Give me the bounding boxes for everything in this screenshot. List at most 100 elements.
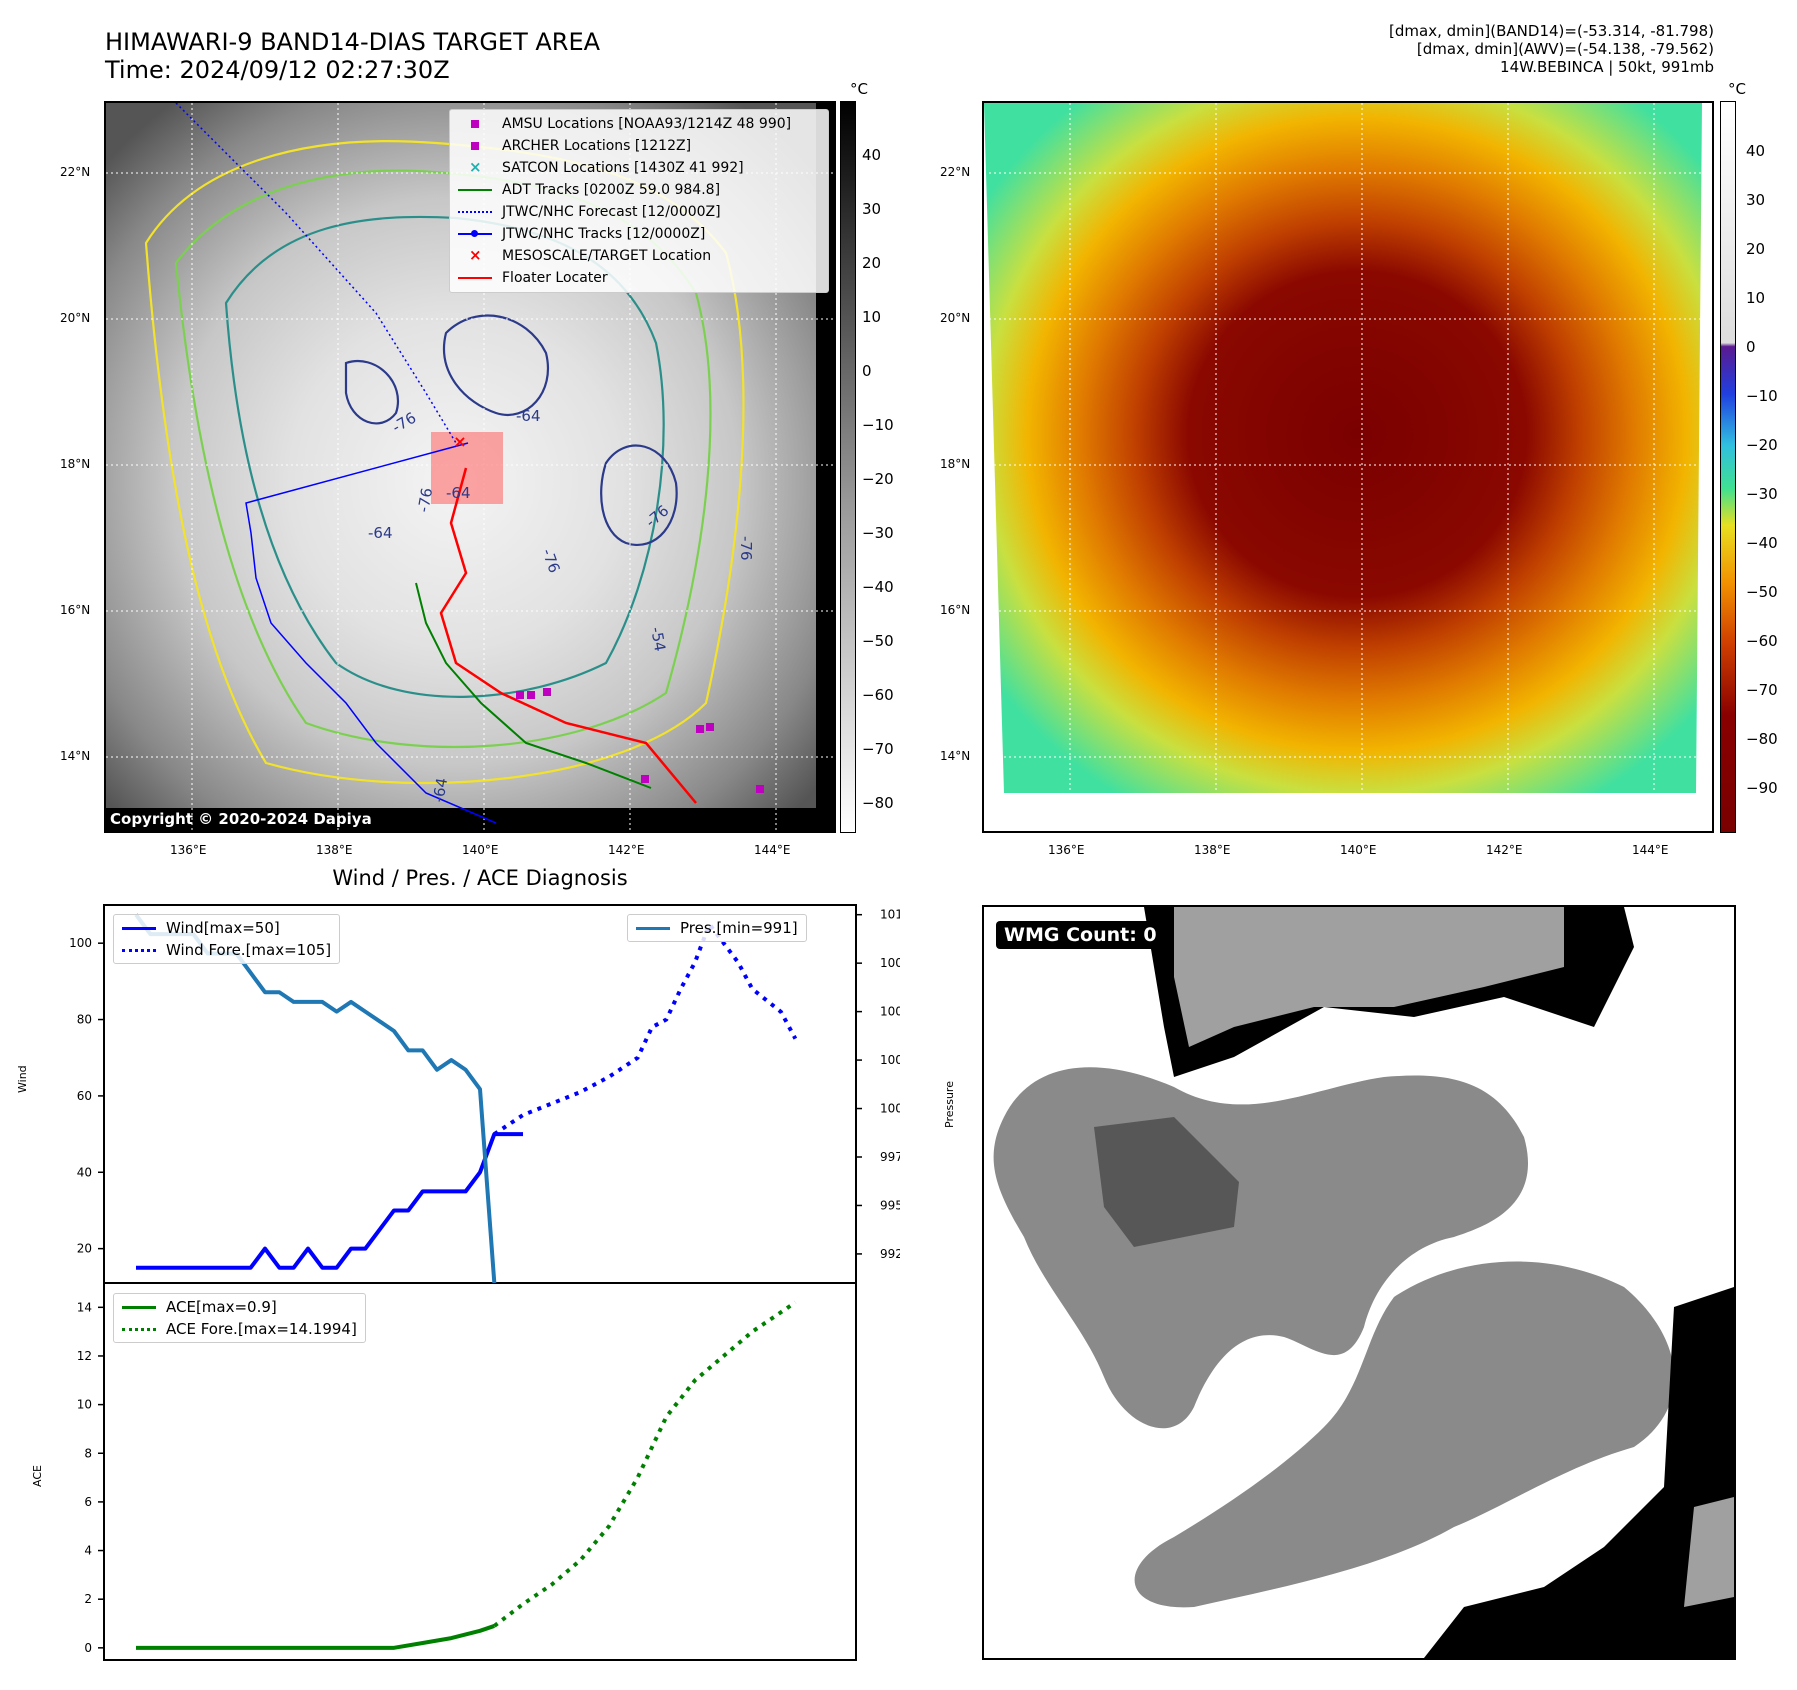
legend-label: ADT Tracks [0200Z 59.0 984.8]: [502, 182, 721, 198]
wmg-gray-region-lower: [1134, 1261, 1675, 1608]
series-line: [136, 1624, 495, 1650]
colorbar-tick: −40: [1746, 534, 1778, 552]
series-line: [134, 913, 497, 1284]
wmg-black-region-bottom-right: [1424, 1287, 1734, 1658]
line-dot-icon: [458, 227, 492, 241]
legend-item-wind: Wind[max=50]: [114, 917, 339, 939]
contour-navy-1: [443, 314, 549, 416]
dotted-line-icon: [122, 1322, 156, 1336]
pressure-ticks: 992.5 995.0 997.5 1000.0 1002.5 1005.0 1007.5 1…: [856, 908, 900, 1261]
y-tick-label: 100: [69, 936, 92, 950]
wmg-lightgray-region: [1174, 907, 1564, 1047]
colorbar-tick: −30: [1746, 485, 1778, 503]
lon-label: 138°E: [316, 843, 353, 857]
contour-label: -76: [414, 486, 436, 513]
colorbar-tick: 30: [862, 200, 882, 218]
colorbar-tick: 20: [1746, 240, 1766, 258]
ir-colorbar: [840, 101, 856, 833]
y-tick-label: 1005.0: [880, 1005, 900, 1019]
colorbar-tick: 10: [862, 308, 882, 326]
legend-label: Wind[max=50]: [166, 919, 280, 937]
line-marker-icon: [458, 271, 492, 285]
colorbar-tick: −40: [862, 578, 894, 596]
wmg-count-label: WMG Count: 0: [996, 921, 1165, 949]
contour-label: -64: [429, 776, 451, 803]
lon-label: 136°E: [170, 843, 207, 857]
legend-item-archer: ARCHER Locations [1212Z]: [450, 135, 828, 157]
lat-label: 16°N: [940, 603, 971, 617]
colorbar-tick: −10: [1746, 387, 1778, 405]
info-line-2: [dmax, dmin](AWV)=(-54.138, -79.562): [1416, 40, 1714, 58]
lon-label: 136°E: [1048, 843, 1085, 857]
y-tick-label: 10: [77, 1398, 92, 1412]
legend-label: ACE[max=0.9]: [166, 1298, 277, 1316]
lon-label: 140°E: [1340, 843, 1377, 857]
wmg-image: [984, 907, 1734, 1658]
info-line-1: [dmax, dmin](BAND14)=(-53.314, -81.798): [1389, 22, 1714, 40]
legend-label: AMSU Locations [NOAA93/1214Z 48 990]: [502, 116, 792, 132]
color-graticule: [984, 103, 1712, 831]
lat-label: 20°N: [60, 311, 91, 325]
x-marker-icon: ×: [469, 158, 482, 176]
colorbar-tick: 20: [862, 254, 882, 272]
colorbar-tick: 0: [862, 362, 872, 380]
lat-label: 20°N: [940, 311, 971, 325]
legend-item-wind-fore: Wind Fore.[max=105]: [114, 939, 339, 961]
legend-item-amsu: AMSU Locations [NOAA93/1214Z 48 990]: [450, 113, 828, 135]
series-line: [136, 1132, 523, 1270]
ir-contours: [144, 140, 745, 785]
legend-label: ACE Fore.[max=14.1994]: [166, 1320, 357, 1338]
y-tick-label: 995.0: [880, 1198, 900, 1212]
color-map-panel: [982, 101, 1714, 833]
legend-label: JTWC/NHC Tracks [12/0000Z]: [502, 226, 706, 242]
legend-label: ARCHER Locations [1212Z]: [502, 138, 692, 154]
wind-legend: Wind[max=50] Wind Fore.[max=105]: [113, 914, 341, 964]
title-line-2: Time: 2024/09/12 02:27:30Z: [105, 56, 450, 84]
colorbar-tick: −90: [1746, 779, 1778, 797]
colorbar-tick: −50: [1746, 583, 1778, 601]
jtwc-track: [245, 442, 497, 824]
colorbar-tick: −20: [1746, 436, 1778, 454]
info-line-3: 14W.BEBINCA | 50kt, 991mb: [1500, 58, 1714, 76]
ir-map-panel: × -76 -64 -76 -76 -76 -64 -54 -76 -64 -6…: [104, 101, 836, 833]
contour-lightgreen: [174, 169, 712, 749]
adt-track: [415, 582, 652, 789]
y-tick-label: 20: [77, 1242, 92, 1256]
y-tick-label: 80: [77, 1013, 92, 1027]
legend-label: Pres.[min=991]: [680, 919, 798, 937]
lon-label: 140°E: [462, 843, 499, 857]
y-tick-label: 2: [84, 1592, 92, 1606]
colorbar-tick: 40: [1746, 142, 1766, 160]
contour-navy-3: [344, 360, 399, 425]
dotted-line-icon: [122, 943, 156, 957]
colorbar-tick: 40: [862, 146, 882, 164]
legend-label: SATCON Locations [1430Z 41 992]: [502, 160, 744, 176]
colorbar-tick: −30: [862, 524, 894, 542]
colorbar-tick: −70: [862, 740, 894, 758]
pressure-axis-label: Pressure: [943, 1081, 956, 1128]
colorbar-tick: 10: [1746, 289, 1766, 307]
y-tick-label: 0: [84, 1641, 92, 1655]
series-line: [493, 922, 798, 1136]
legend-label: Wind Fore.[max=105]: [166, 941, 332, 959]
legend-label: MESOSCALE/TARGET Location: [502, 248, 712, 264]
lat-label: 22°N: [940, 165, 971, 179]
contour-label: -64: [368, 524, 393, 542]
lon-label: 144°E: [754, 843, 791, 857]
colorbar-tick: −10: [862, 416, 894, 434]
series-line: [493, 1300, 797, 1628]
lat-label: 14°N: [60, 749, 91, 763]
y-tick-label: 997.5: [880, 1150, 900, 1164]
legend-label: Floater Locater: [502, 270, 608, 286]
y-tick-label: 60: [77, 1089, 92, 1103]
ace-series: [136, 1300, 797, 1650]
colorbar-tick: 0: [1746, 338, 1756, 356]
forecast-track: [175, 103, 457, 444]
y-tick-label: 992.5: [880, 1247, 900, 1261]
lon-label: 142°E: [608, 843, 645, 857]
colorbar-unit: °C: [1728, 80, 1746, 98]
lon-label: 144°E: [1632, 843, 1669, 857]
line-marker-icon: [636, 921, 670, 935]
colorbar-tick: −20: [862, 470, 894, 488]
